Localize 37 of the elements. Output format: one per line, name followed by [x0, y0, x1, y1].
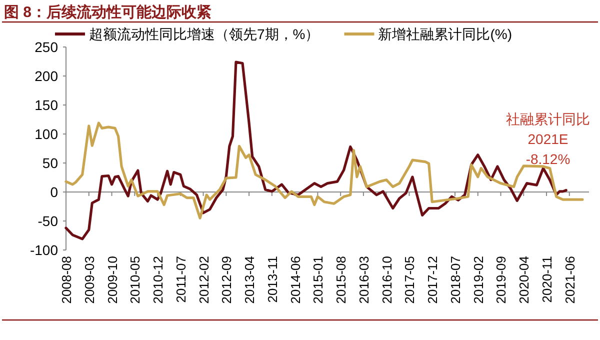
- x-tick-label: 2020-11: [540, 256, 555, 303]
- x-tick-label: 2021-06: [562, 256, 578, 304]
- y-tick-label: 50: [42, 155, 58, 171]
- chart-title: 图 8：后续流动性可能边际收紧: [4, 3, 212, 21]
- x-tick-label: 2011-07: [173, 256, 188, 303]
- x-tick-label: 2018-07: [448, 256, 463, 304]
- annotation: -8.12%: [526, 151, 570, 167]
- annotation: 社融累计同比: [506, 111, 590, 127]
- x-tick-label: 2009-10: [104, 256, 120, 304]
- x-tick-label: 2015-08: [334, 256, 349, 304]
- x-tick-label: 2017-05: [402, 256, 418, 304]
- x-tick-label: 2019-09: [494, 256, 509, 304]
- x-tick-label: 2009-03: [82, 256, 97, 304]
- x-tick-label: 2016-03: [356, 256, 372, 304]
- y-tick-label: 100: [34, 126, 58, 142]
- y-tick-label: -50: [38, 213, 58, 229]
- x-tick-label: 2017-12: [425, 256, 440, 304]
- x-tick-label: 2013-04: [242, 256, 258, 304]
- x-tick-label: 2019-02: [470, 256, 486, 304]
- x-tick-label: 2015-01: [310, 256, 326, 304]
- x-tick-label: 2010-05: [128, 256, 143, 304]
- legend-label: 新增社融累计同比(%): [378, 26, 512, 42]
- x-tick-label: 2014-06: [288, 256, 303, 304]
- x-tick-label: 2020-04: [516, 256, 532, 304]
- x-tick-label: 2010-12: [150, 256, 166, 304]
- x-tick-label: 2016-10: [379, 256, 394, 304]
- x-tick-label: 2012-09: [219, 256, 234, 304]
- x-tick-label: 2013-11: [264, 256, 280, 303]
- y-tick-label: -100: [30, 242, 58, 258]
- annotation: 2021E: [528, 131, 568, 147]
- y-tick-label: 0: [50, 184, 58, 200]
- x-tick-label: 2008-08: [59, 256, 74, 304]
- x-tick-label: 2012-02: [196, 256, 212, 304]
- legend-label: 超额流动性同比增速（领先7期，%）: [89, 26, 320, 42]
- y-tick-label: 200: [34, 68, 58, 84]
- y-tick-label: 150: [34, 97, 58, 113]
- y-tick-label: 250: [34, 39, 58, 55]
